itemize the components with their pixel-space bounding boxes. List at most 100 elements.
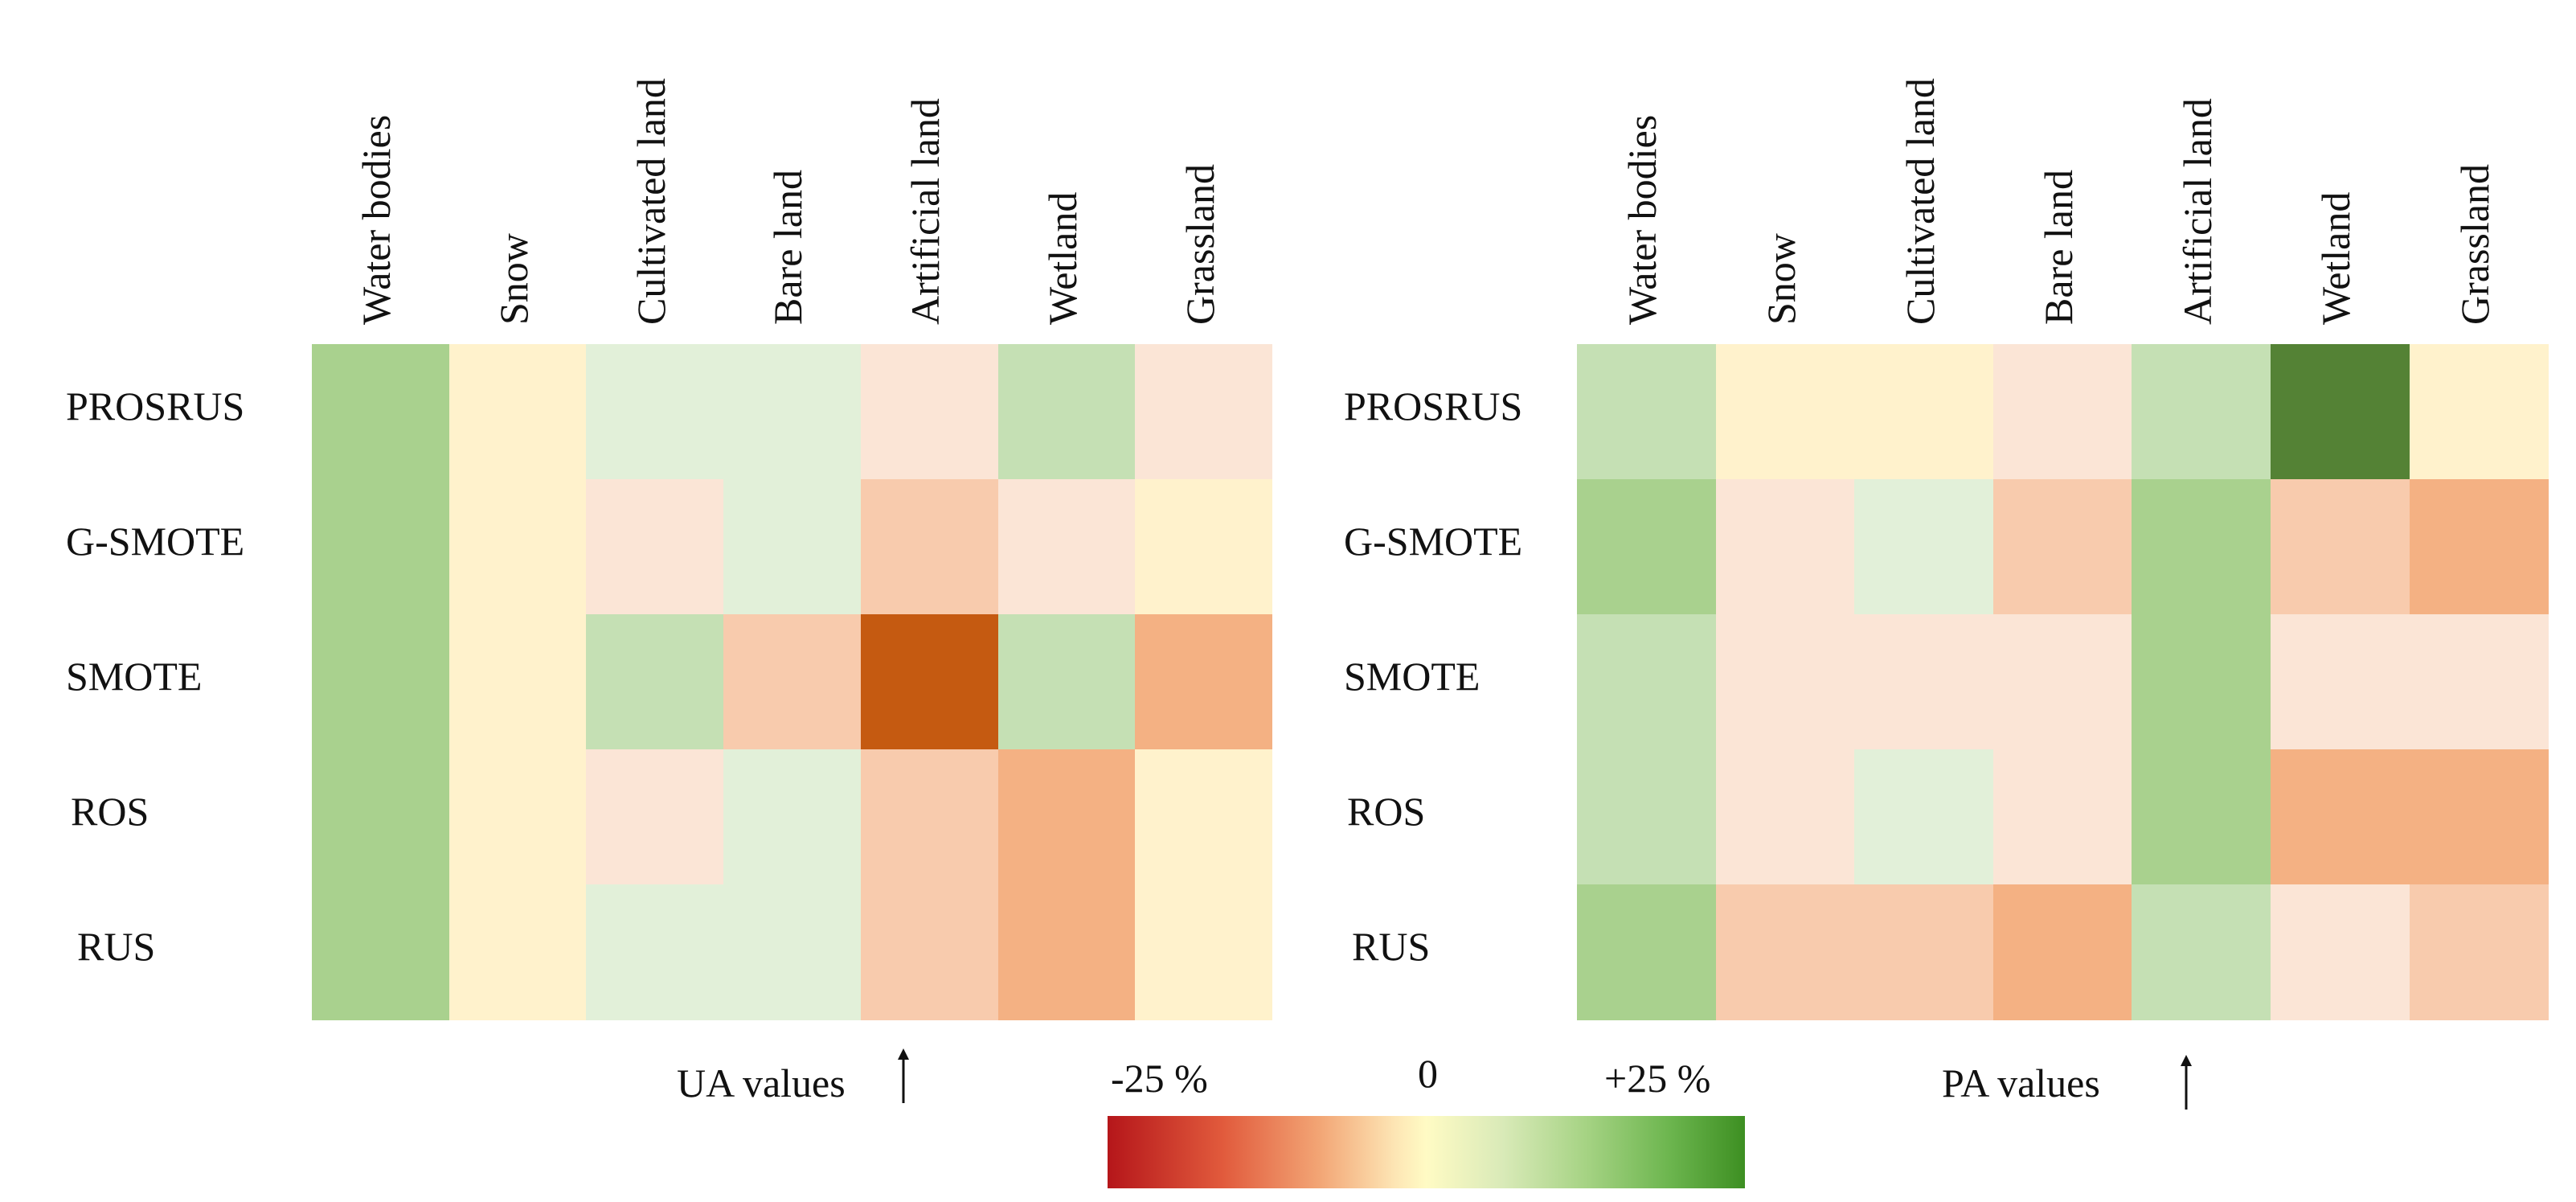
heatmap-cell: [2271, 884, 2410, 1020]
heatmap-cell: [312, 479, 450, 615]
heatmap-cell: [860, 614, 999, 750]
column-label: Cultivated land: [628, 78, 674, 325]
heatmap-cell: [723, 884, 862, 1020]
heatmap-cell: [2271, 344, 2410, 480]
heatmap-cell: [1854, 749, 1994, 885]
heatmap-cell: [1992, 749, 2132, 885]
row-label: RUS: [1352, 924, 1431, 969]
ua-heatmap: [312, 344, 1273, 1020]
heatmap-cell: [1577, 749, 1717, 885]
column-label: Snow: [1758, 233, 1804, 325]
heatmap-cell: [2409, 884, 2549, 1020]
color-scale-bar: [1108, 1116, 1745, 1188]
heatmap-cell: [1715, 614, 1855, 750]
heatmap-cell: [586, 479, 724, 615]
column-label: Water bodies: [354, 114, 399, 325]
heatmap-cell: [723, 749, 862, 885]
column-label: Bare land: [2036, 170, 2082, 325]
heatmap-cell: [1992, 479, 2132, 615]
row-label: G-SMOTE: [1344, 519, 1523, 564]
heatmap-cell: [2409, 614, 2549, 750]
heatmap-cell: [2271, 749, 2410, 885]
heatmap-cell: [997, 479, 1136, 615]
row-label: SMOTE: [66, 654, 203, 699]
heatmap-cell: [2409, 479, 2549, 615]
heatmap-cell: [723, 614, 862, 750]
heatmap-cell: [1135, 884, 1273, 1020]
heatmap-cell: [448, 344, 587, 480]
heatmap-cell: [312, 749, 450, 885]
heatmap-cell: [1577, 614, 1717, 750]
row-label: ROS: [71, 789, 149, 834]
heatmap-cell: [448, 884, 587, 1020]
row-label: PROSRUS: [66, 384, 245, 429]
heatmap-cell: [860, 479, 999, 615]
legend-mid-label: 0: [1418, 1051, 1438, 1096]
heatmap-cell: [1854, 479, 1994, 615]
heatmap-cell: [860, 884, 999, 1020]
heatmap-cell: [1715, 749, 1855, 885]
heatmap-cell: [1135, 749, 1273, 885]
heatmap-cell: [723, 344, 862, 480]
heatmap-cell: [2409, 344, 2549, 480]
column-label: Bare land: [765, 170, 811, 325]
heatmap-cell: [2409, 749, 2549, 885]
heatmap-cell: [1577, 884, 1717, 1020]
row-label: ROS: [1347, 789, 1426, 834]
heatmap-cell: [1854, 884, 1994, 1020]
row-label: RUS: [77, 924, 156, 969]
heatmap-cell: [312, 884, 450, 1020]
heatmap-cell: [2132, 884, 2271, 1020]
row-label: G-SMOTE: [66, 519, 245, 564]
column-label: Artificial land: [903, 98, 948, 325]
heatmap-cell: [312, 344, 450, 480]
column-label: Water bodies: [1620, 114, 1665, 325]
column-label: Wetland: [1039, 191, 1085, 325]
heatmap-cell: [1854, 614, 1994, 750]
heatmap-cell: [586, 614, 724, 750]
heatmap-cell: [586, 749, 724, 885]
heatmap-cell: [1715, 479, 1855, 615]
heatmap-cell: [2132, 344, 2271, 480]
column-label: Wetland: [2313, 191, 2359, 325]
heatmap-cell: [860, 344, 999, 480]
column-label: Cultivated land: [1897, 78, 1943, 325]
heatmap-cell: [1135, 479, 1273, 615]
heatmap-cell: [997, 884, 1136, 1020]
row-label: SMOTE: [1344, 654, 1480, 699]
heatmap-cell: [2271, 479, 2410, 615]
heatmap-cell: [1135, 344, 1273, 480]
column-label: Snow: [491, 233, 537, 325]
column-label: Artificial land: [2174, 98, 2220, 325]
heatmap-cell: [2132, 614, 2271, 750]
pa-caption: PA values: [1942, 1060, 2100, 1106]
column-label: Grassland: [1177, 164, 1222, 325]
heatmap-cell: [1992, 884, 2132, 1020]
heatmap-cell: [1577, 344, 1717, 480]
heatmap-cell: [1135, 614, 1273, 750]
column-label: Grassland: [2451, 164, 2497, 325]
heatmap-cell: [1577, 479, 1717, 615]
heatmap-cell: [586, 344, 724, 480]
heatmap-cell: [2271, 614, 2410, 750]
heatmap-cell: [997, 344, 1136, 480]
heatmap-cell: [448, 479, 587, 615]
heatmap-cell: [312, 614, 450, 750]
heatmap-cell: [1992, 344, 2132, 480]
pa-arrow-icon: [2181, 1055, 2192, 1110]
heatmap-cell: [1854, 344, 1994, 480]
heatmap-cell: [448, 749, 587, 885]
row-label: PROSRUS: [1344, 384, 1523, 429]
heatmap-cell: [2132, 479, 2271, 615]
ua-arrow-icon: [898, 1048, 909, 1103]
heatmap-cell: [723, 479, 862, 615]
legend-max-label: +25 %: [1604, 1056, 1711, 1101]
pa-heatmap: [1577, 344, 2549, 1020]
heatmap-cell: [1715, 344, 1855, 480]
heatmap-cell: [2132, 749, 2271, 885]
heatmap-cell: [448, 614, 587, 750]
heatmap-cell: [1992, 614, 2132, 750]
ua-caption: UA values: [677, 1060, 846, 1106]
heatmap-cell: [997, 614, 1136, 750]
